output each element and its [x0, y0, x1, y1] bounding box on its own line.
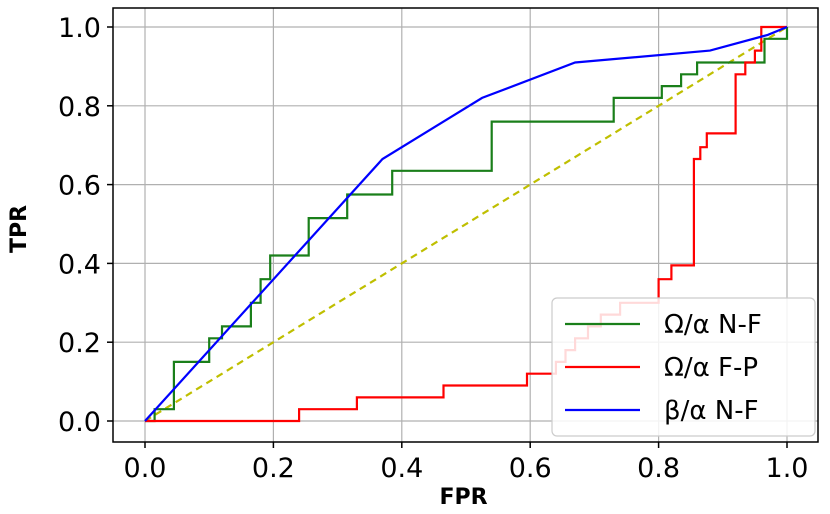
legend: Ω/α N-F Ω/α F-P β/α N-F: [551, 297, 816, 437]
legend-box: [551, 297, 816, 437]
legend-label: β/α N-F: [664, 396, 759, 426]
x-tick-label: 1.0: [766, 453, 809, 484]
x-tick-label: 0.8: [637, 453, 680, 484]
y-tick-label: 0.2: [58, 328, 101, 359]
y-tick-label: 1.0: [58, 13, 101, 44]
legend-label: Ω/α N-F: [664, 310, 762, 340]
chance-diagonal-line: [144, 26, 788, 422]
y-tick-label: 0.0: [58, 407, 101, 438]
y-axis-label: TPR: [7, 205, 32, 253]
legend-label: Ω/α F-P: [664, 353, 758, 383]
ticks: 0.0 0.2 0.4 0.6 0.8 1.0 0.0 0.2 0.4 0.6 0.8 1.0: [58, 13, 808, 484]
x-axis-label: FPR: [439, 485, 487, 510]
y-tick-label: 0.6: [58, 171, 101, 202]
x-tick-label: 0.4: [380, 453, 423, 484]
series-0-line: [145, 27, 789, 423]
plot-frame: [112, 7, 819, 443]
y-tick-label: 0.4: [58, 249, 101, 280]
x-tick-label: 0.0: [124, 453, 167, 484]
x-tick-label: 0.2: [252, 453, 295, 484]
axes-frame: [112, 7, 819, 443]
y-tick-label: 0.8: [58, 92, 101, 123]
x-tick-label: 0.6: [509, 453, 552, 484]
series-2-line: [144, 25, 788, 422]
